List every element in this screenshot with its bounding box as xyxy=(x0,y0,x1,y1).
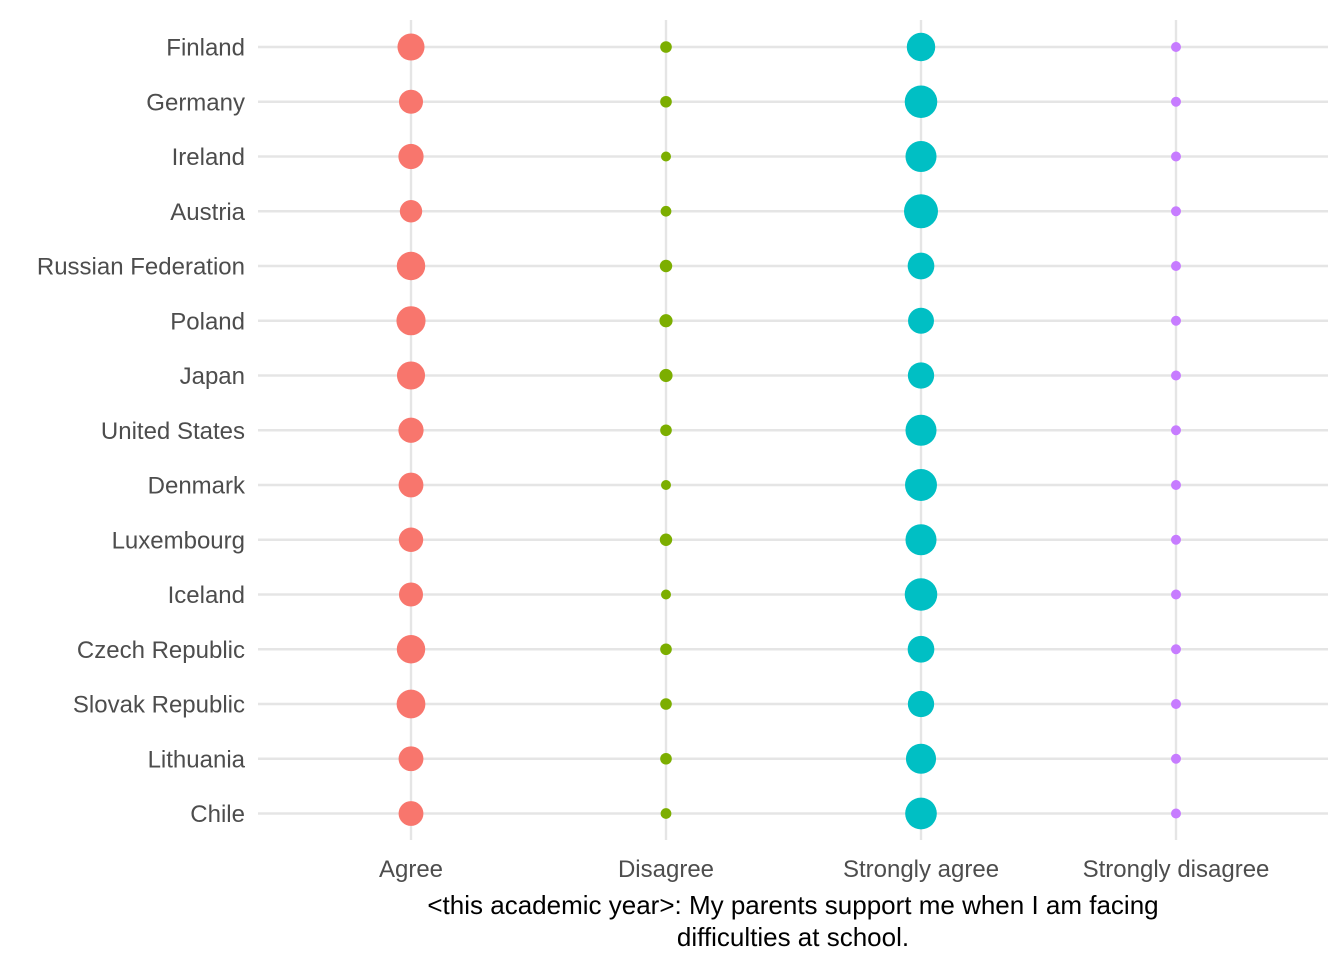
data-point xyxy=(1171,370,1181,381)
y-tick-label: Denmark xyxy=(148,473,246,500)
data-point xyxy=(904,194,938,229)
grid-layer xyxy=(258,20,1328,840)
data-point xyxy=(659,259,673,273)
data-point xyxy=(905,797,937,830)
data-point xyxy=(661,589,671,600)
data-point xyxy=(1171,96,1181,107)
data-point xyxy=(905,743,937,774)
x-axis-title: <this academic year>: My parents support… xyxy=(427,890,1158,952)
y-tick-label: Lithuania xyxy=(148,746,246,773)
y-tick-label: Slovak Republic xyxy=(73,692,245,719)
data-point xyxy=(660,424,672,437)
data-point xyxy=(904,85,938,119)
data-point xyxy=(398,801,424,826)
data-point xyxy=(659,368,673,383)
y-tick-label: Japan xyxy=(180,363,245,390)
data-point xyxy=(1171,315,1181,326)
y-tick-label: United States xyxy=(101,418,245,445)
data-point xyxy=(1171,480,1181,490)
data-point xyxy=(398,417,424,443)
data-point xyxy=(398,472,424,498)
x-tick-label: Strongly agree xyxy=(843,856,999,883)
data-point xyxy=(1171,151,1181,162)
y-tick-label: Chile xyxy=(190,801,245,828)
y-tick-label: Poland xyxy=(170,308,245,335)
y-tick-label: Finland xyxy=(166,35,245,62)
data-point xyxy=(908,307,934,334)
data-point xyxy=(1171,589,1181,600)
data-point xyxy=(904,578,938,611)
data-point xyxy=(660,205,672,217)
y-tick-label: Luxembourg xyxy=(112,527,245,554)
data-point xyxy=(659,314,673,328)
data-point xyxy=(661,151,671,162)
data-point xyxy=(660,643,672,656)
y-tick-label: Russian Federation xyxy=(37,254,245,281)
data-point xyxy=(398,527,424,552)
data-point xyxy=(907,252,935,280)
y-tick-label: Austria xyxy=(170,199,245,226)
data-point xyxy=(907,362,935,389)
data-point xyxy=(1171,753,1181,764)
data-point xyxy=(1171,534,1181,545)
data-point xyxy=(399,200,423,223)
data-point xyxy=(396,361,426,390)
y-tick-label: Ireland xyxy=(172,144,245,171)
data-point xyxy=(1171,644,1181,655)
data-point xyxy=(1171,206,1181,217)
data-point xyxy=(396,635,426,664)
data-point xyxy=(1171,425,1181,436)
y-tick-label: Czech Republic xyxy=(77,637,245,664)
data-point xyxy=(905,140,937,173)
data-point xyxy=(660,808,672,819)
data-point xyxy=(396,306,426,336)
data-point xyxy=(905,524,937,556)
data-point xyxy=(660,698,672,710)
data-point xyxy=(906,32,936,62)
x-tick-label: Strongly disagree xyxy=(1083,856,1270,883)
data-point xyxy=(661,480,671,490)
data-point xyxy=(398,89,424,114)
x-tick-labels: Agree Disagree Strongly agree Strongly disa… xyxy=(379,856,1269,883)
data-point xyxy=(905,414,937,446)
data-point xyxy=(660,95,672,108)
data-point xyxy=(907,635,935,663)
data-points xyxy=(396,32,1181,830)
data-point xyxy=(398,582,424,607)
data-point xyxy=(660,752,672,765)
data-point xyxy=(397,33,425,61)
y-tick-label: Germany xyxy=(146,89,245,116)
data-point xyxy=(396,689,426,719)
data-point xyxy=(398,746,424,772)
data-point xyxy=(1171,699,1181,709)
data-point xyxy=(1171,808,1181,819)
x-tick-label: Agree xyxy=(379,856,443,883)
x-tick-label: Disagree xyxy=(618,856,714,883)
data-point xyxy=(659,533,673,546)
data-point xyxy=(660,41,672,53)
data-point xyxy=(905,469,937,501)
data-point xyxy=(1171,261,1181,271)
data-point xyxy=(907,690,935,718)
y-tick-label: Iceland xyxy=(168,582,245,609)
y-tick-labels: Finland Germany Ireland Austria Russian Fede… xyxy=(37,35,246,829)
data-point xyxy=(396,251,426,281)
data-point xyxy=(398,143,424,170)
data-point xyxy=(1171,42,1181,52)
